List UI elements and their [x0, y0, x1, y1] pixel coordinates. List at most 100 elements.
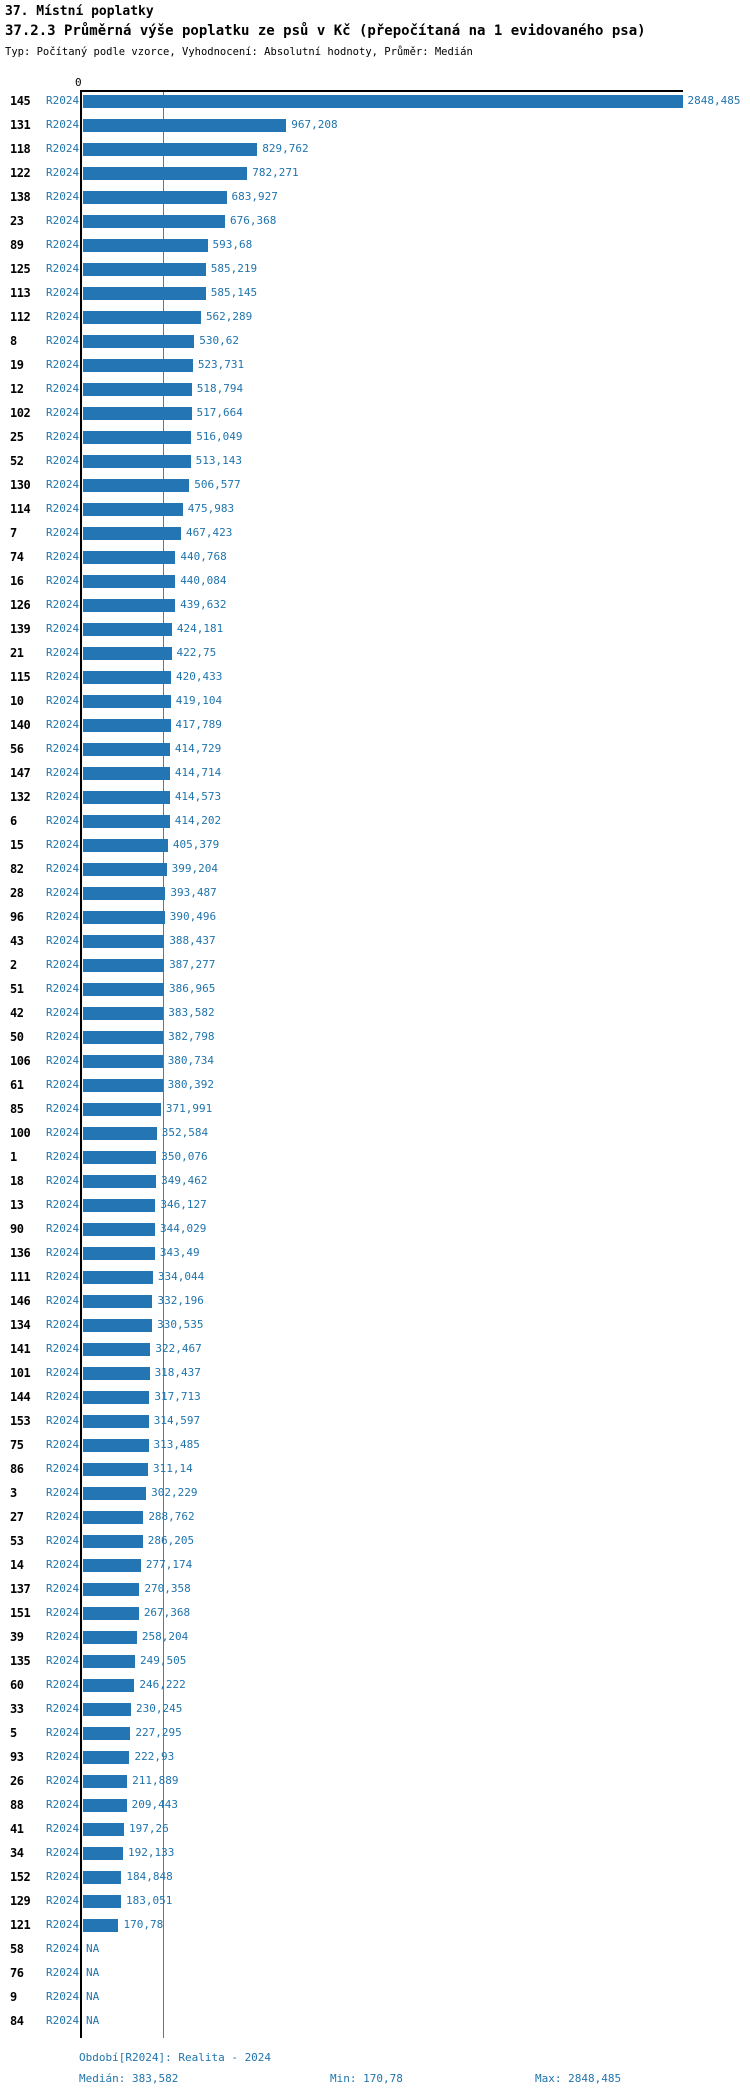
row-id-label: 82 [10, 862, 24, 876]
bar-value-label: 422,75 [176, 646, 217, 659]
bar-value-label: 417,789 [175, 718, 222, 731]
value-bar [82, 886, 166, 900]
row-id-label: 60 [10, 1678, 24, 1692]
bar-row: 114 R2024 475,983 [0, 497, 750, 521]
row-id-label: 16 [10, 574, 24, 588]
bar-value-label: 440,768 [180, 550, 227, 563]
row-id-label: 96 [10, 910, 24, 924]
row-period-label: R2024 [46, 1606, 80, 1619]
row-id-label: 7 [10, 526, 17, 540]
row-id-label: 13 [10, 1198, 24, 1212]
report-section-title: 37. Místní poplatky [5, 4, 154, 19]
bar-row: 75 R2024 313,485 [0, 1433, 750, 1457]
row-period-label: R2024 [46, 94, 80, 107]
bar-value-label: 346,127 [160, 1198, 207, 1211]
bar-row: 21 R2024 422,75 [0, 641, 750, 665]
bar-value-label: 222,93 [134, 1750, 175, 1763]
bar-value-label: 382,798 [168, 1030, 215, 1043]
bar-row: 28 R2024 393,487 [0, 881, 750, 905]
row-id-label: 76 [10, 1966, 24, 1980]
row-period-label: R2024 [46, 262, 80, 275]
row-period-label: R2024 [46, 142, 80, 155]
bar-value-label: 440,084 [180, 574, 227, 587]
median-reference-line [162, 91, 164, 2038]
bar-row: 151 R2024 267,368 [0, 1601, 750, 1625]
row-id-label: 132 [10, 790, 31, 804]
bar-value-label: 349,462 [161, 1174, 208, 1187]
bar-row: 84 R2024 NA [0, 2009, 750, 2033]
row-period-label: R2024 [46, 1918, 80, 1931]
value-bar [82, 1342, 151, 1356]
bar-row: 89 R2024 593,68 [0, 233, 750, 257]
bar-value-label: 506,577 [194, 478, 241, 491]
bar-na-label: NA [86, 1966, 100, 1979]
bar-row: 52 R2024 513,143 [0, 449, 750, 473]
bar-row: 130 R2024 506,577 [0, 473, 750, 497]
bar-row: 43 R2024 388,437 [0, 929, 750, 953]
row-id-label: 34 [10, 1846, 24, 1860]
row-period-label: R2024 [46, 1942, 80, 1955]
value-bar [82, 1822, 125, 1836]
row-id-label: 14 [10, 1558, 24, 1572]
row-period-label: R2024 [46, 982, 80, 995]
value-bar [82, 502, 183, 516]
value-bar [82, 1126, 157, 1140]
bar-row: 74 R2024 440,768 [0, 545, 750, 569]
row-period-label: R2024 [46, 958, 80, 971]
bar-row: 82 R2024 399,204 [0, 857, 750, 881]
row-period-label: R2024 [46, 1750, 80, 1763]
row-period-label: R2024 [46, 1054, 80, 1067]
row-period-label: R2024 [46, 1174, 80, 1187]
row-period-label: R2024 [46, 1678, 80, 1691]
bar-value-label: 386,965 [169, 982, 216, 995]
row-period-label: R2024 [46, 1150, 80, 1163]
value-bar [82, 1054, 163, 1068]
bar-row: 88 R2024 209,443 [0, 1793, 750, 1817]
bar-row: 23 R2024 676,368 [0, 209, 750, 233]
row-id-label: 33 [10, 1702, 24, 1716]
row-period-label: R2024 [46, 814, 80, 827]
row-period-label: R2024 [46, 526, 80, 539]
bar-value-label: 380,734 [167, 1054, 215, 1067]
row-period-label: R2024 [46, 406, 80, 419]
row-id-label: 19 [10, 358, 24, 372]
value-bar [82, 982, 164, 996]
bar-value-label: 170,78 [123, 1918, 164, 1931]
bar-row: 134 R2024 330,535 [0, 1313, 750, 1337]
row-id-label: 140 [10, 718, 31, 732]
bar-value-label: 523,731 [197, 358, 245, 371]
bar-row: 33 R2024 230,245 [0, 1697, 750, 1721]
value-bar [82, 718, 171, 732]
bar-row: 121 R2024 170,78 [0, 1913, 750, 1937]
bar-value-label: 585,219 [210, 262, 258, 275]
bar-row: 129 R2024 183,051 [0, 1889, 750, 1913]
bar-row: 102 R2024 517,664 [0, 401, 750, 425]
row-period-label: R2024 [46, 1318, 80, 1331]
row-period-label: R2024 [46, 742, 80, 755]
axis-zero-label: 0 [75, 76, 82, 89]
value-bar [82, 454, 191, 468]
row-period-label: R2024 [46, 502, 80, 515]
value-bar [82, 790, 170, 804]
row-id-label: 43 [10, 934, 24, 948]
bar-row: 6 R2024 414,202 [0, 809, 750, 833]
row-id-label: 15 [10, 838, 24, 852]
row-id-label: 5 [10, 1726, 17, 1740]
bar-row: 16 R2024 440,084 [0, 569, 750, 593]
row-id-label: 136 [10, 1246, 31, 1260]
bar-value-label: 318,437 [154, 1366, 201, 1379]
row-period-label: R2024 [46, 670, 80, 683]
value-bar [82, 1798, 127, 1812]
bar-value-label: 334,044 [157, 1270, 205, 1283]
bar-value-label: 420,433 [176, 670, 223, 683]
value-bar [82, 262, 206, 276]
row-period-label: R2024 [46, 1078, 80, 1091]
footer-min-label: Min: 170,78 [330, 2072, 403, 2085]
row-period-label: R2024 [46, 334, 80, 347]
bar-row: 141 R2024 322,467 [0, 1337, 750, 1361]
value-bar [82, 1534, 143, 1548]
row-id-label: 145 [10, 94, 31, 108]
bar-value-label: 782,271 [252, 166, 299, 179]
row-period-label: R2024 [46, 166, 80, 179]
value-bar [82, 1558, 141, 1572]
